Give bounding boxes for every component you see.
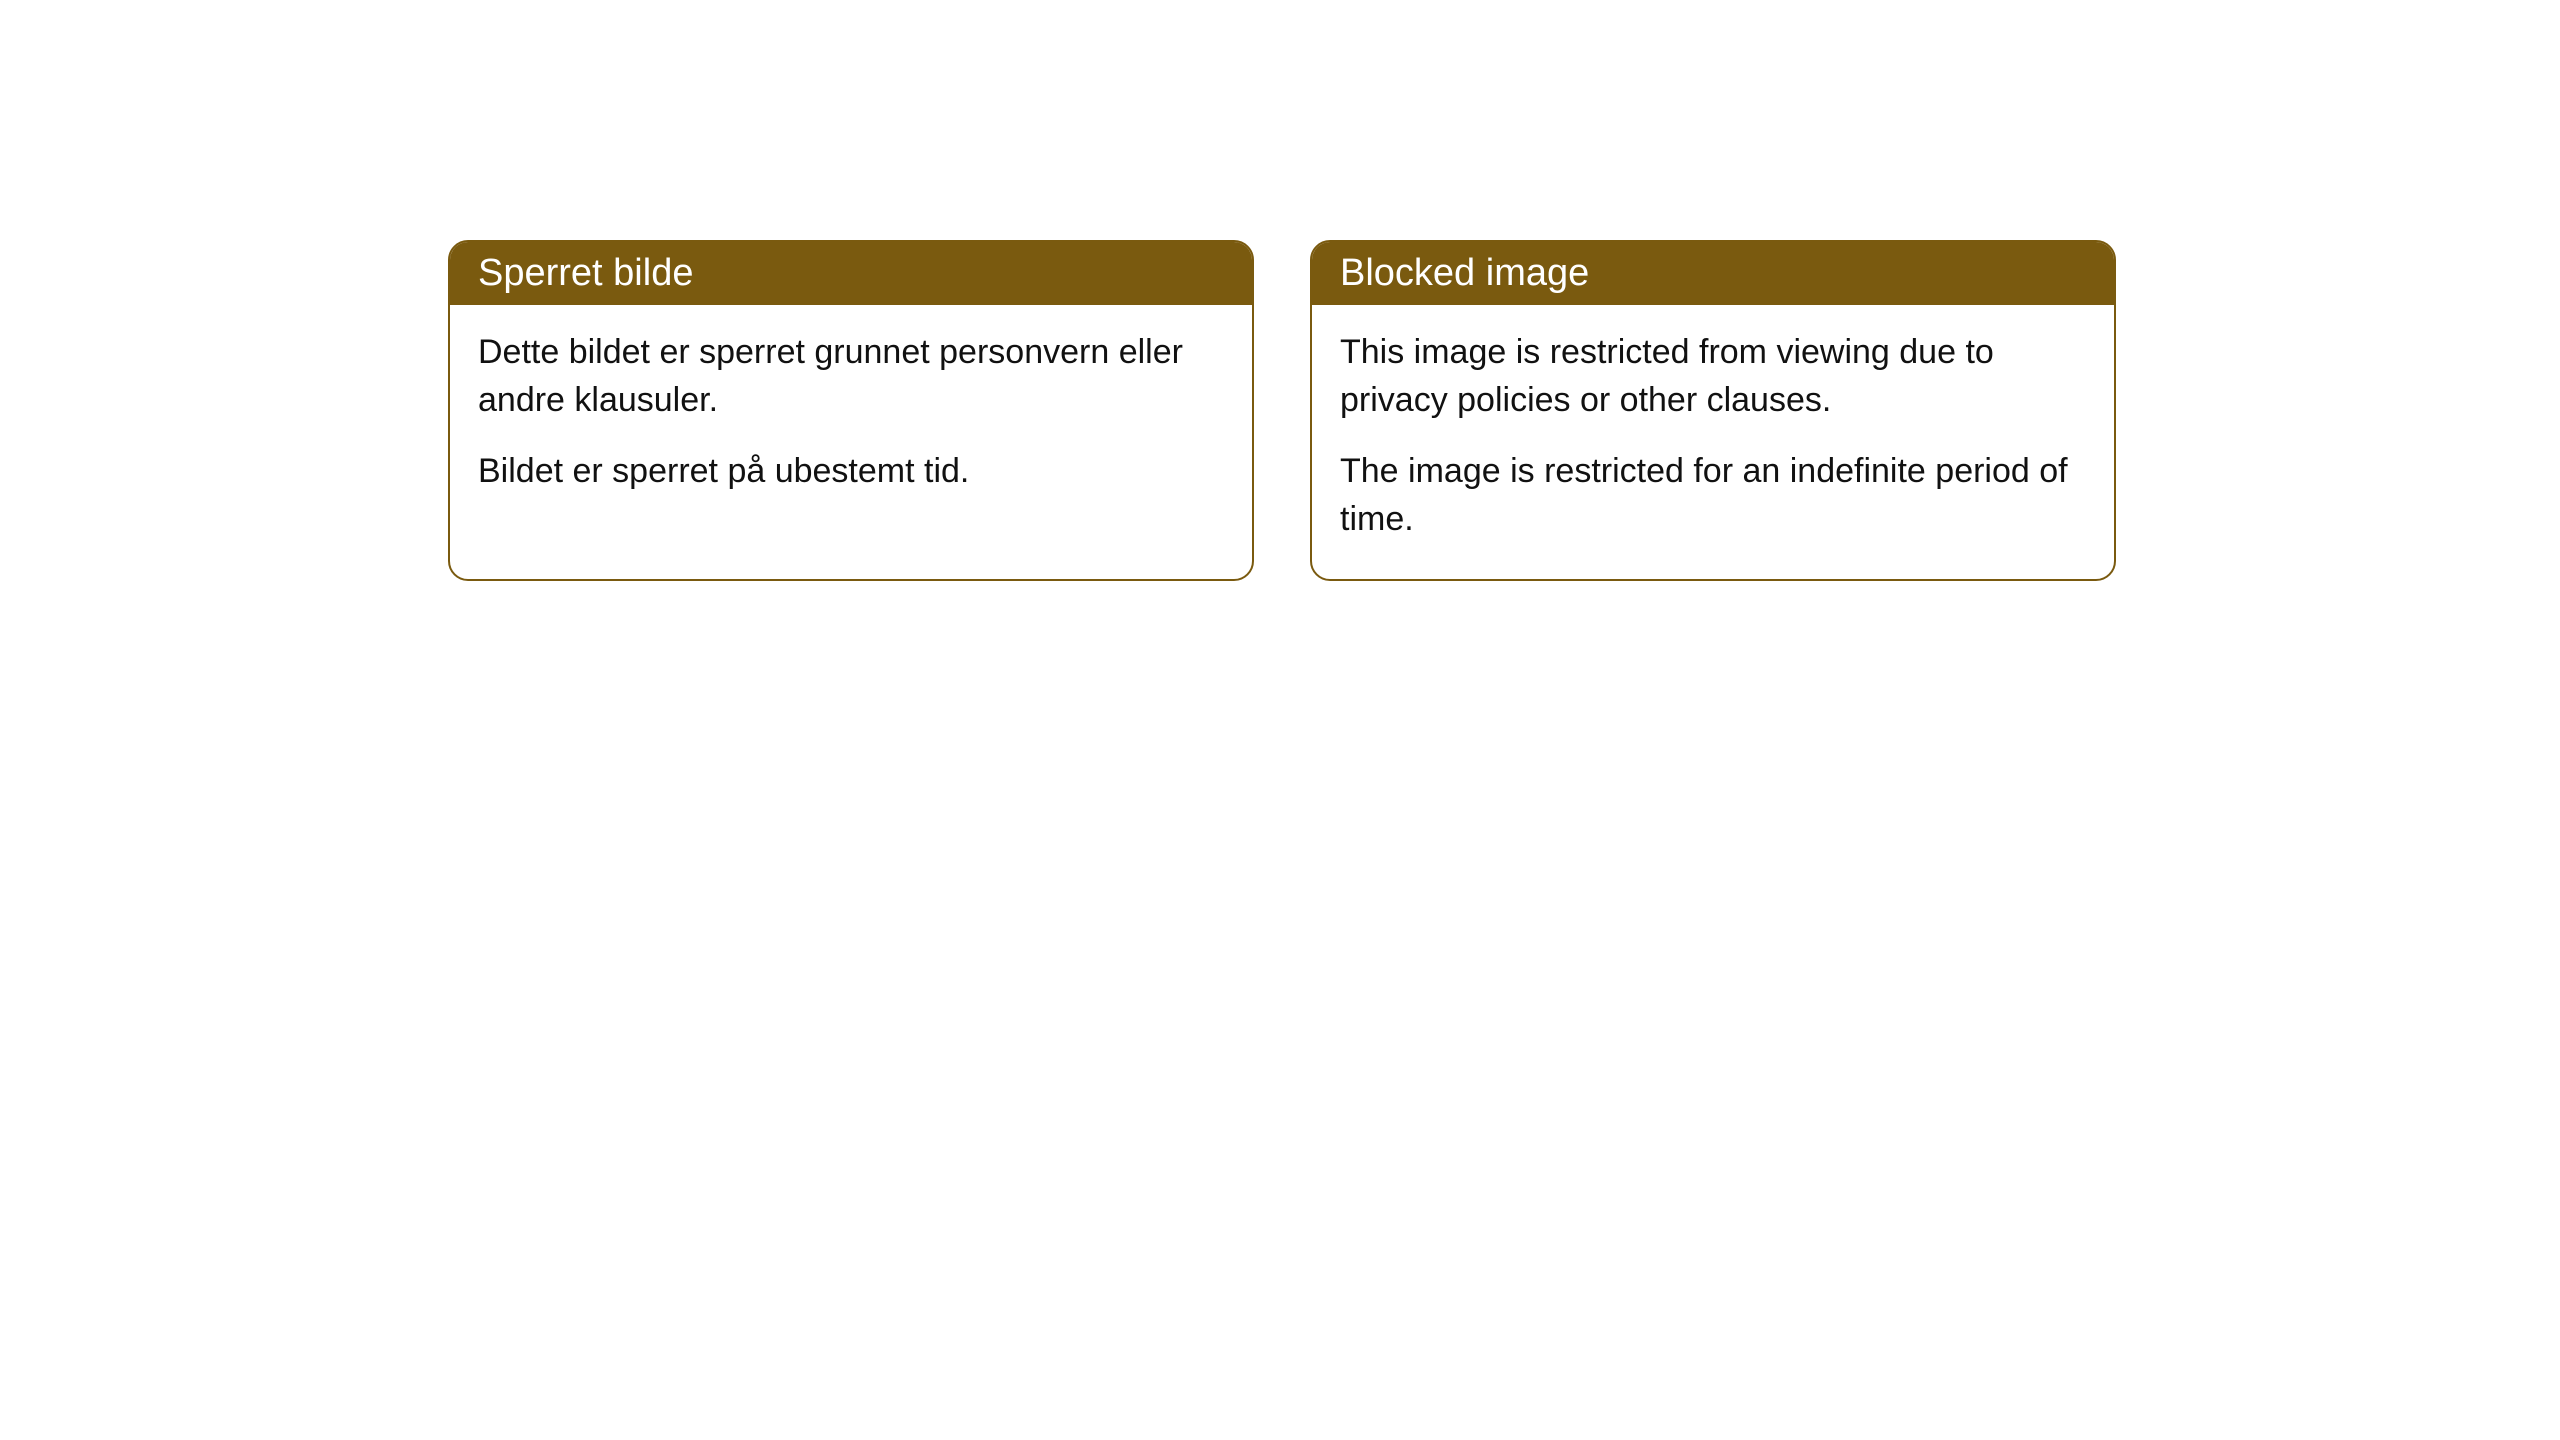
card-paragraph: Bildet er sperret på ubestemt tid. — [478, 448, 1224, 496]
card-body-norwegian: Dette bildet er sperret grunnet personve… — [450, 305, 1252, 532]
card-body-english: This image is restricted from viewing du… — [1312, 305, 2114, 579]
notice-cards-container: Sperret bilde Dette bildet er sperret gr… — [448, 240, 2116, 581]
card-paragraph: The image is restricted for an indefinit… — [1340, 448, 2086, 543]
card-paragraph: This image is restricted from viewing du… — [1340, 329, 2086, 424]
card-paragraph: Dette bildet er sperret grunnet personve… — [478, 329, 1224, 424]
notice-card-norwegian: Sperret bilde Dette bildet er sperret gr… — [448, 240, 1254, 581]
card-header-english: Blocked image — [1312, 242, 2114, 305]
card-header-norwegian: Sperret bilde — [450, 242, 1252, 305]
notice-card-english: Blocked image This image is restricted f… — [1310, 240, 2116, 581]
